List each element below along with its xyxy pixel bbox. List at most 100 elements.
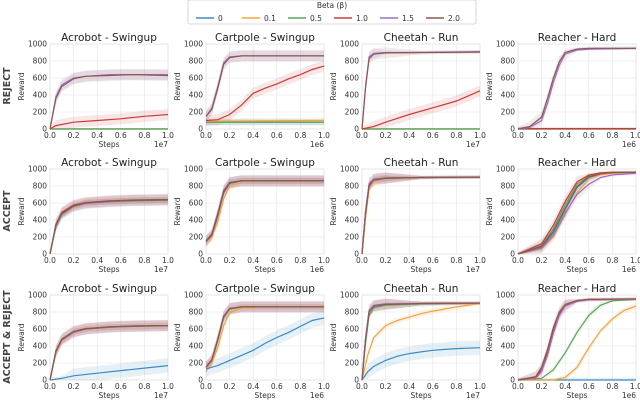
ytick-label: 0: [42, 250, 47, 259]
xlabel: Steps: [255, 265, 276, 274]
ylabel: Reward: [173, 323, 182, 351]
ytick-label: 600: [501, 199, 516, 208]
band-0.1: [362, 175, 480, 254]
plot-area: [517, 168, 637, 255]
ytick-label: 1000: [340, 40, 359, 49]
panel-title: Cartpole - Swingup: [215, 283, 315, 295]
ytick-label: 0: [198, 376, 203, 385]
series-line-0.5: [517, 298, 637, 381]
ytick-label: 200: [501, 233, 516, 242]
xtick-label: 0.0: [200, 382, 212, 391]
ytick-label: 600: [345, 74, 360, 83]
x-scale-label: 1e6: [310, 265, 324, 274]
ytick-label: 1000: [496, 291, 515, 300]
panel-title: Reacher - Hard: [538, 157, 617, 169]
xtick-label: 0.8: [606, 256, 618, 265]
panel-0: 0 200 400 600 800 1000 0.0 0.2 0.4 0.6 0.8 1.0 Acrob…: [17, 32, 174, 149]
band-1.5: [50, 194, 168, 254]
band-2.0: [206, 175, 324, 247]
xtick-label: 0.8: [606, 382, 618, 391]
xtick-label: 0.0: [356, 256, 368, 265]
band-0.1: [362, 302, 480, 380]
ylabel: Reward: [329, 323, 338, 351]
ylabel: Reward: [329, 72, 338, 100]
ytick-label: 800: [33, 57, 48, 66]
ytick-label: 0: [510, 250, 515, 259]
ytick-label: 400: [33, 342, 48, 351]
ytick-label: 800: [33, 308, 48, 317]
panel-5: 0 200 400 600 800 1000 0.0 0.2 0.4 0.6 0.8 1.0 Cartp…: [173, 157, 330, 274]
x-scale-label: 1e7: [466, 391, 480, 400]
ytick-label: 200: [189, 233, 204, 242]
xtick-label: 1.0: [318, 131, 330, 140]
xtick-label: 0.6: [271, 382, 283, 391]
xtick-label: 1.0: [630, 256, 640, 265]
panel-title: Acrobot - Swingup: [61, 283, 157, 295]
ytick-label: 400: [33, 216, 48, 225]
series-line-0: [361, 347, 481, 381]
ylabel: Reward: [329, 197, 338, 225]
xtick-label: 0.2: [536, 256, 548, 265]
band-1.5: [518, 297, 636, 380]
band-2.0: [206, 50, 324, 122]
xtick-label: 0.0: [44, 256, 56, 265]
xtick-label: 1.0: [630, 382, 640, 391]
ytick-label: 400: [501, 342, 516, 351]
band-1.5: [518, 46, 636, 129]
xtick-label: 0.4: [91, 382, 103, 391]
legend: Beta (β) 0 0.1 0.5 1.0 1.5 2.0: [187, 0, 477, 25]
xtick-label: 0.0: [512, 382, 524, 391]
xtick-label: 1.0: [474, 382, 486, 391]
xtick-label: 0.6: [427, 382, 439, 391]
ytick-label: 200: [345, 359, 360, 368]
plot-area: [361, 294, 481, 381]
ylabel: Reward: [485, 323, 494, 351]
band-2.0: [206, 301, 324, 373]
band-0: [362, 340, 480, 380]
band-2.0: [362, 47, 480, 129]
x-scale-label: 1e7: [154, 391, 168, 400]
xtick-label: 1.0: [474, 131, 486, 140]
xtick-label: 0.2: [380, 256, 392, 265]
xtick-label: 1.0: [162, 382, 174, 391]
panel-title: Acrobot - Swingup: [61, 157, 157, 169]
xlabel: Steps: [99, 391, 120, 400]
ytick-label: 200: [189, 359, 204, 368]
xtick-label: 0.4: [403, 256, 415, 265]
ytick-label: 400: [33, 91, 48, 100]
ytick-label: 200: [33, 233, 48, 242]
ytick-label: 1000: [184, 40, 203, 49]
xtick-label: 0.2: [380, 131, 392, 140]
ytick-label: 800: [345, 308, 360, 317]
panel-title: Cheetah - Run: [384, 157, 459, 169]
ytick-label: 1000: [496, 40, 515, 49]
xtick-label: 0.4: [403, 382, 415, 391]
series-line-1.0: [361, 90, 481, 130]
band-0.1: [518, 303, 636, 380]
ytick-label: 200: [345, 233, 360, 242]
xlabel: Steps: [255, 391, 276, 400]
panel-3: 0 200 400 600 800 1000 0.0 0.2 0.4 0.6 0.8 1.0 Reach…: [485, 32, 640, 149]
xtick-label: 0.6: [271, 256, 283, 265]
ytick-label: 200: [345, 108, 360, 117]
ytick-label: 400: [501, 216, 516, 225]
series-line-2.0: [517, 171, 637, 255]
series-line-2.0: [49, 199, 169, 255]
panel-title: Acrobot - Swingup: [61, 32, 157, 44]
band-1.0: [50, 320, 168, 380]
series-line-0.1: [361, 302, 481, 381]
series-line-1.5: [517, 47, 637, 130]
xtick-label: 0.8: [294, 256, 306, 265]
xtick-label: 0.2: [224, 256, 236, 265]
ytick-label: 1000: [184, 165, 203, 174]
ytick-label: 600: [189, 325, 204, 334]
panel-6: 0 200 400 600 800 1000 0.0 0.2 0.4 0.6 0.8 1.0 Cheet…: [329, 157, 486, 274]
panel-title: Cheetah - Run: [384, 283, 459, 295]
panel-title: Cheetah - Run: [384, 32, 459, 44]
legend-label-2.0: 2.0: [448, 14, 460, 23]
xtick-label: 0.2: [380, 382, 392, 391]
panel-1: 0 200 400 600 800 1000 0.0 0.2 0.4 0.6 0.8 1.0 Cartp…: [173, 32, 330, 149]
row-labels: REJECT ACCEPT ACCEPT & REJECT: [2, 67, 13, 384]
xtick-label: 0.0: [356, 131, 368, 140]
xtick-label: 0.0: [356, 382, 368, 391]
